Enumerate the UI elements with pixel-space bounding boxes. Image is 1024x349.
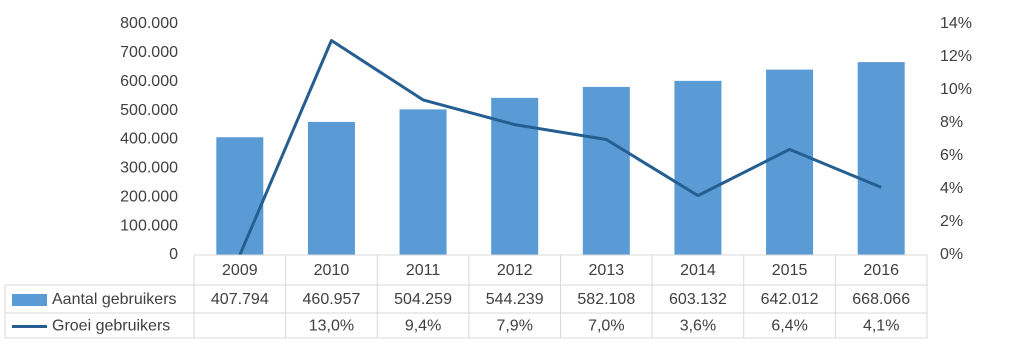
x-tick-label: 2010 bbox=[314, 262, 350, 279]
y-tick-label: 200.000 bbox=[120, 188, 178, 205]
table-value: 504.259 bbox=[394, 291, 452, 308]
x-tick-label: 2012 bbox=[497, 262, 533, 279]
legend-label: Groei gebruikers bbox=[52, 318, 170, 335]
table-value: 460.957 bbox=[303, 291, 361, 308]
legend-label: Aantal gebruikers bbox=[52, 291, 177, 308]
legend-key bbox=[12, 294, 47, 306]
y2-tick-label: 4% bbox=[940, 180, 963, 197]
y2-tick-label: 8% bbox=[940, 114, 963, 131]
table-value: 4,1% bbox=[863, 318, 899, 335]
bar bbox=[857, 62, 905, 255]
y-tick-label: 300.000 bbox=[120, 160, 178, 177]
x-tick-label: 2014 bbox=[680, 262, 716, 279]
table-value: 13,0% bbox=[309, 318, 354, 335]
bar bbox=[674, 80, 722, 255]
y2-tick-label: 14% bbox=[940, 15, 972, 32]
table-value: 603.132 bbox=[669, 291, 727, 308]
table-value: 544.239 bbox=[486, 291, 544, 308]
y2-tick-label: 6% bbox=[940, 147, 963, 164]
table-value: 582.108 bbox=[577, 291, 635, 308]
table-value: 3,6% bbox=[680, 318, 716, 335]
x-tick-label: 2011 bbox=[406, 262, 441, 279]
table-value: 7,9% bbox=[496, 318, 532, 335]
x-tick-label: 2015 bbox=[772, 262, 808, 279]
table-value: 6,4% bbox=[771, 318, 807, 335]
y2-tick-label: 10% bbox=[940, 81, 972, 98]
y-tick-label: 400.000 bbox=[120, 131, 178, 148]
y2-tick-label: 2% bbox=[940, 213, 963, 230]
line-series bbox=[238, 39, 882, 256]
y-tick-label: 700.000 bbox=[120, 44, 178, 61]
x-tick-label: 2016 bbox=[863, 262, 899, 279]
table-value: 9,4% bbox=[405, 318, 441, 335]
table-value: 407.794 bbox=[211, 291, 269, 308]
table-value: 668.066 bbox=[852, 291, 910, 308]
bar bbox=[766, 69, 814, 255]
y2-tick-label: 12% bbox=[940, 48, 972, 65]
x-tick-label: 2009 bbox=[222, 262, 258, 279]
y2-tick-label: 0% bbox=[940, 246, 963, 263]
table-value: 642.012 bbox=[761, 291, 819, 308]
y-tick-label: 800.000 bbox=[120, 15, 178, 32]
bar bbox=[582, 86, 630, 255]
x-tick-label: 2013 bbox=[589, 262, 625, 279]
y-tick-label: 100.000 bbox=[120, 217, 178, 234]
table-value: 7,0% bbox=[588, 318, 624, 335]
y-tick-label: 500.000 bbox=[120, 102, 178, 119]
bar bbox=[216, 137, 264, 255]
bar bbox=[307, 121, 355, 255]
bar bbox=[399, 109, 447, 256]
y-tick-label: 0 bbox=[169, 246, 178, 263]
y-tick-label: 600.000 bbox=[120, 73, 178, 90]
